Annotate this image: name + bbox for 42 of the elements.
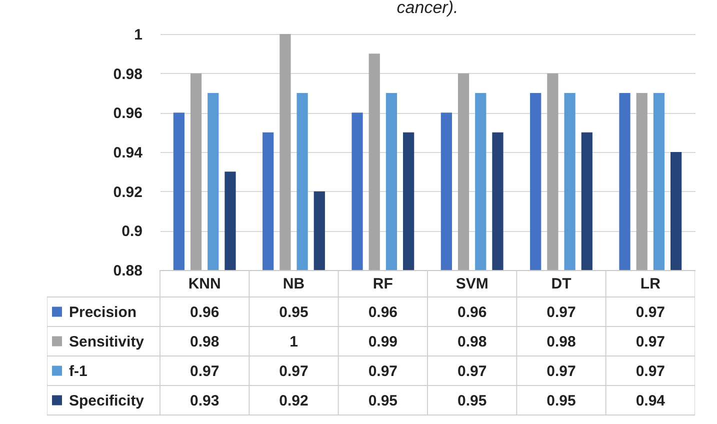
x-tick-label: LR <box>640 276 661 292</box>
y-tick-label: 0.9 <box>122 223 142 240</box>
y-tick-label: 0.88 <box>113 262 142 280</box>
data-label: 0.97 <box>457 362 487 380</box>
data-label: 0.95 <box>368 392 398 410</box>
data-label: 0.98 <box>457 333 487 350</box>
data-label: 0.94 <box>636 392 666 410</box>
data-label: 0.97 <box>368 362 398 380</box>
y-tick-label: 0.94 <box>113 144 144 162</box>
data-label: 0.97 <box>636 362 666 380</box>
data-label: 0.98 <box>546 333 576 350</box>
x-tick-label: SVM <box>456 276 488 292</box>
data-label: 0.97 <box>636 304 666 321</box>
data-label: 0.93 <box>190 392 220 410</box>
legend-label: Sensitivity <box>69 333 145 350</box>
x-tick-label: KNN <box>188 276 221 292</box>
data-label: 0.95 <box>546 392 576 410</box>
x-tick-label: NB <box>282 276 305 292</box>
data-label: 0.97 <box>190 362 220 380</box>
data-label: 0.95 <box>279 304 308 321</box>
x-tick-label: RF <box>372 276 393 292</box>
y-tick-label: 0.96 <box>113 105 142 122</box>
data-label: 0.96 <box>368 304 398 321</box>
x-tick-label: DT <box>551 276 572 292</box>
y-tick-label: 0.98 <box>113 66 142 83</box>
data-label: 0.97 <box>546 362 576 380</box>
legend-label: Specificity <box>69 392 145 410</box>
data-label: 0.95 <box>457 392 487 410</box>
chart-title: cancer). <box>396 0 458 17</box>
data-label: 0.92 <box>279 392 308 410</box>
data-label: 0.97 <box>546 304 576 321</box>
data-label: 0.97 <box>636 333 666 350</box>
legend-label: Precision <box>69 304 137 321</box>
legend-label: f-1 <box>69 362 88 380</box>
y-tick-label: 0.92 <box>113 184 142 201</box>
y-tick-label: 1 <box>134 26 142 44</box>
data-label: 0.96 <box>190 304 220 321</box>
data-label: 0.97 <box>279 362 308 380</box>
data-label: 0.96 <box>457 304 487 321</box>
data-label: 0.99 <box>368 333 398 350</box>
data-label: 1 <box>290 333 298 350</box>
data-label: 0.98 <box>190 333 220 350</box>
